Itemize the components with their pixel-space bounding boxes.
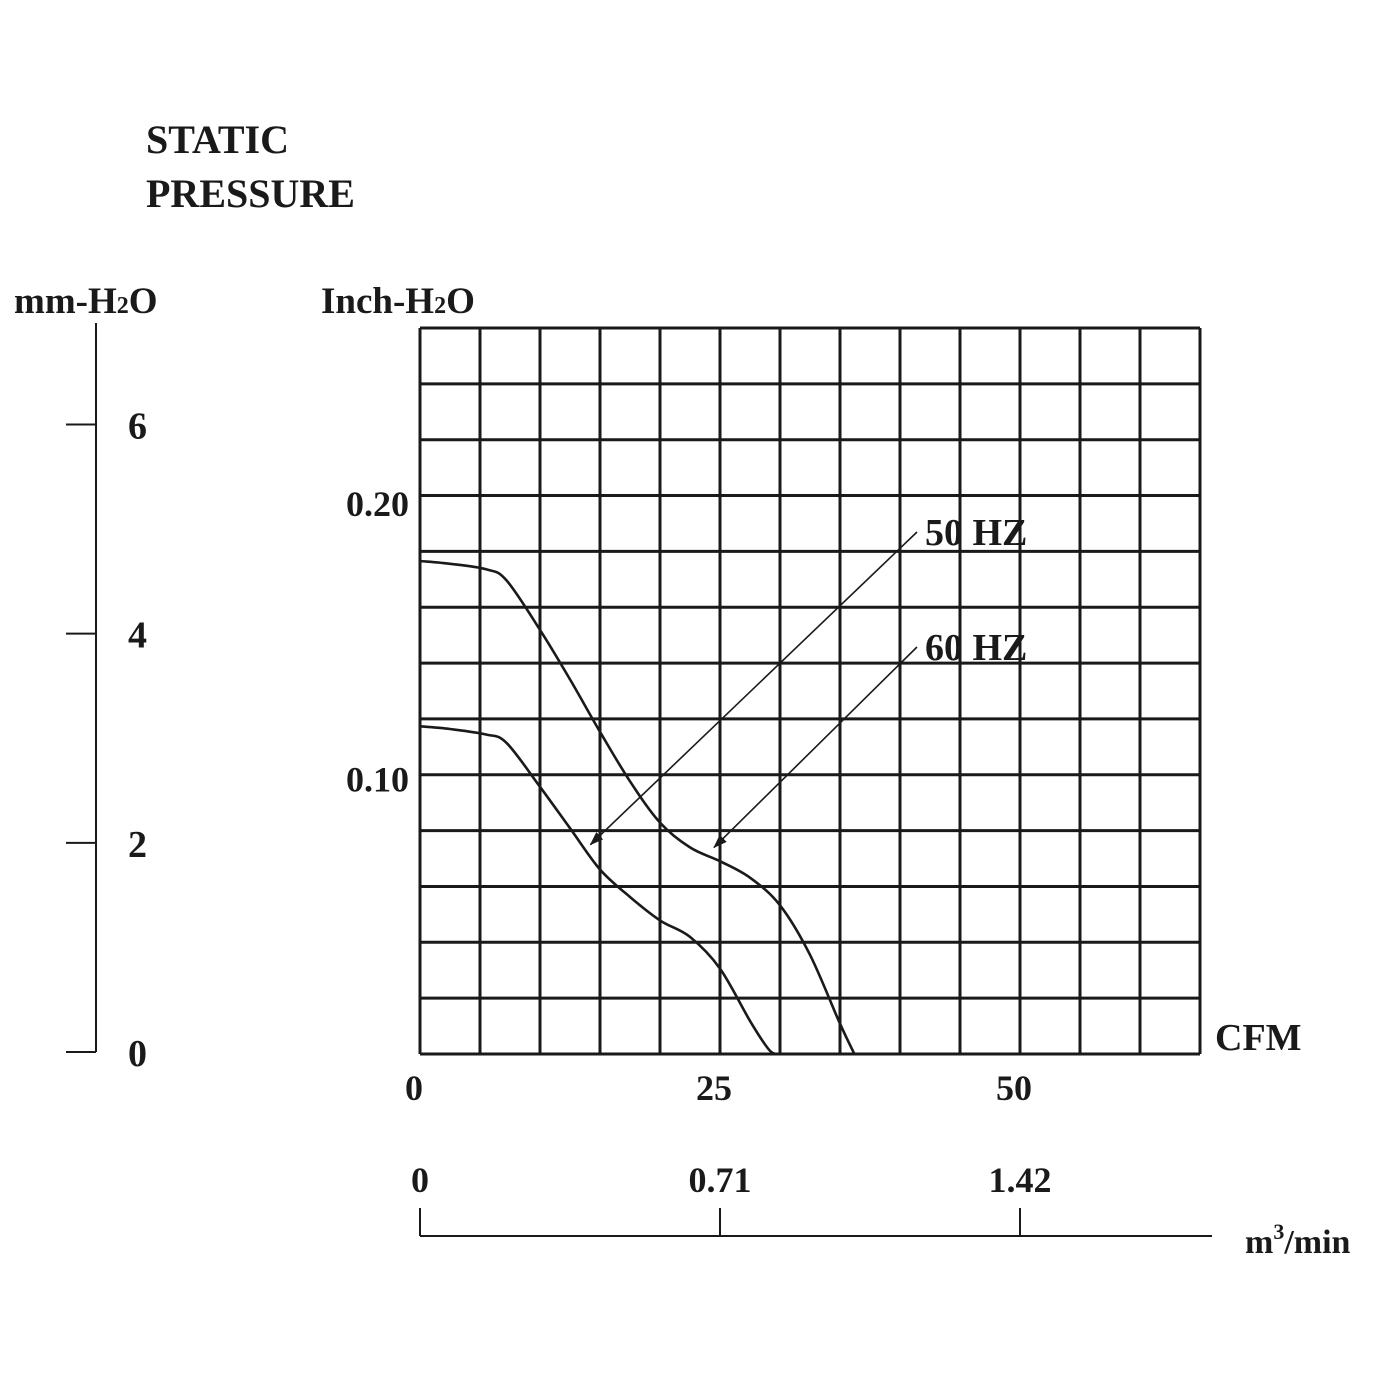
x2-axis: 0 0.71 1.42 xyxy=(411,1160,1212,1237)
series-layer xyxy=(419,559,856,1056)
x2-axis-label: m3/min xyxy=(1245,1219,1351,1261)
chart-title-line-1: STATIC xyxy=(146,117,289,162)
y-left-axis-label-sub: 2 xyxy=(117,293,129,319)
y-left-tick-label: 0 xyxy=(128,1033,147,1075)
y-left-axis-label-base: mm-H xyxy=(14,281,117,322)
y-axis-label: Inch-H2O xyxy=(321,281,475,322)
x2-axis-label-sup: 3 xyxy=(1273,1219,1284,1244)
annotation-layer: 50 HZ 60 HZ xyxy=(589,512,1027,849)
y-left-axis-label-tail: O xyxy=(129,281,158,322)
x2-axis-label-base: m xyxy=(1245,1224,1273,1261)
y-left-tick-label: 6 xyxy=(128,405,147,447)
annotation-label: 60 HZ xyxy=(925,627,1027,669)
chart-title-line-2: PRESSURE xyxy=(146,171,355,216)
y-axis-label-tail: O xyxy=(446,281,475,322)
annotation-arrow xyxy=(713,646,918,849)
y-left-tick-label: 2 xyxy=(128,824,147,866)
x2-axis-label-tail: /min xyxy=(1283,1224,1350,1261)
x-tick-label: 25 xyxy=(696,1068,732,1108)
x2-tick-label: 0 xyxy=(411,1160,429,1200)
y-tick-label: 0.10 xyxy=(346,760,409,800)
x-axis-ticks: 0 25 50 xyxy=(405,1068,1032,1108)
annotation-arrow xyxy=(589,531,918,846)
series-line-60-hz xyxy=(419,559,856,1055)
y-tick-label: 0.20 xyxy=(346,484,409,524)
x-tick-label: 50 xyxy=(996,1068,1032,1108)
annotation-label: 50 HZ xyxy=(925,512,1027,554)
series-line-50-hz xyxy=(419,725,776,1056)
plot-grid xyxy=(418,326,1202,1056)
y-left-tick-label: 4 xyxy=(128,615,147,657)
y-left-axis-label: mm-H2O xyxy=(14,281,158,322)
y-left-axis: 6 4 2 0 xyxy=(66,323,147,1075)
x-tick-label: 0 xyxy=(405,1068,423,1108)
y-axis-label-base: Inch-H xyxy=(321,281,434,322)
x2-tick-label: 1.42 xyxy=(989,1160,1052,1200)
x-axis-label: CFM xyxy=(1215,1017,1302,1059)
y-axis-ticks: 0.20 0.10 xyxy=(346,484,409,799)
x2-tick-label: 0.71 xyxy=(689,1160,752,1200)
y-axis-label-sub: 2 xyxy=(434,293,446,319)
